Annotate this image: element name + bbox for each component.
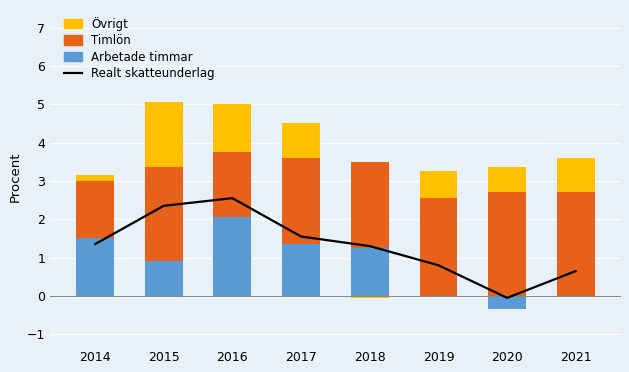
Bar [557,158,595,192]
Bar [420,171,457,198]
Bar [213,152,251,217]
Bar [145,102,182,167]
Bar [282,244,320,296]
Bar [213,104,251,152]
Bar [76,238,114,296]
Bar [351,162,389,248]
Bar [213,217,251,296]
Bar [76,181,114,238]
Bar [351,296,389,298]
Bar [282,124,320,158]
Bar [420,198,457,296]
Y-axis label: Procent: Procent [8,152,21,202]
Bar [145,167,182,262]
Bar [557,192,595,296]
Bar [488,192,526,296]
Bar [488,167,526,192]
Bar [76,175,114,181]
Bar [488,296,526,310]
Bar [145,262,182,296]
Bar [351,248,389,296]
Bar [282,158,320,244]
Legend: Övrigt, Timlön, Arbetade timmar, Realt skatteunderlag: Övrigt, Timlön, Arbetade timmar, Realt s… [62,14,217,83]
